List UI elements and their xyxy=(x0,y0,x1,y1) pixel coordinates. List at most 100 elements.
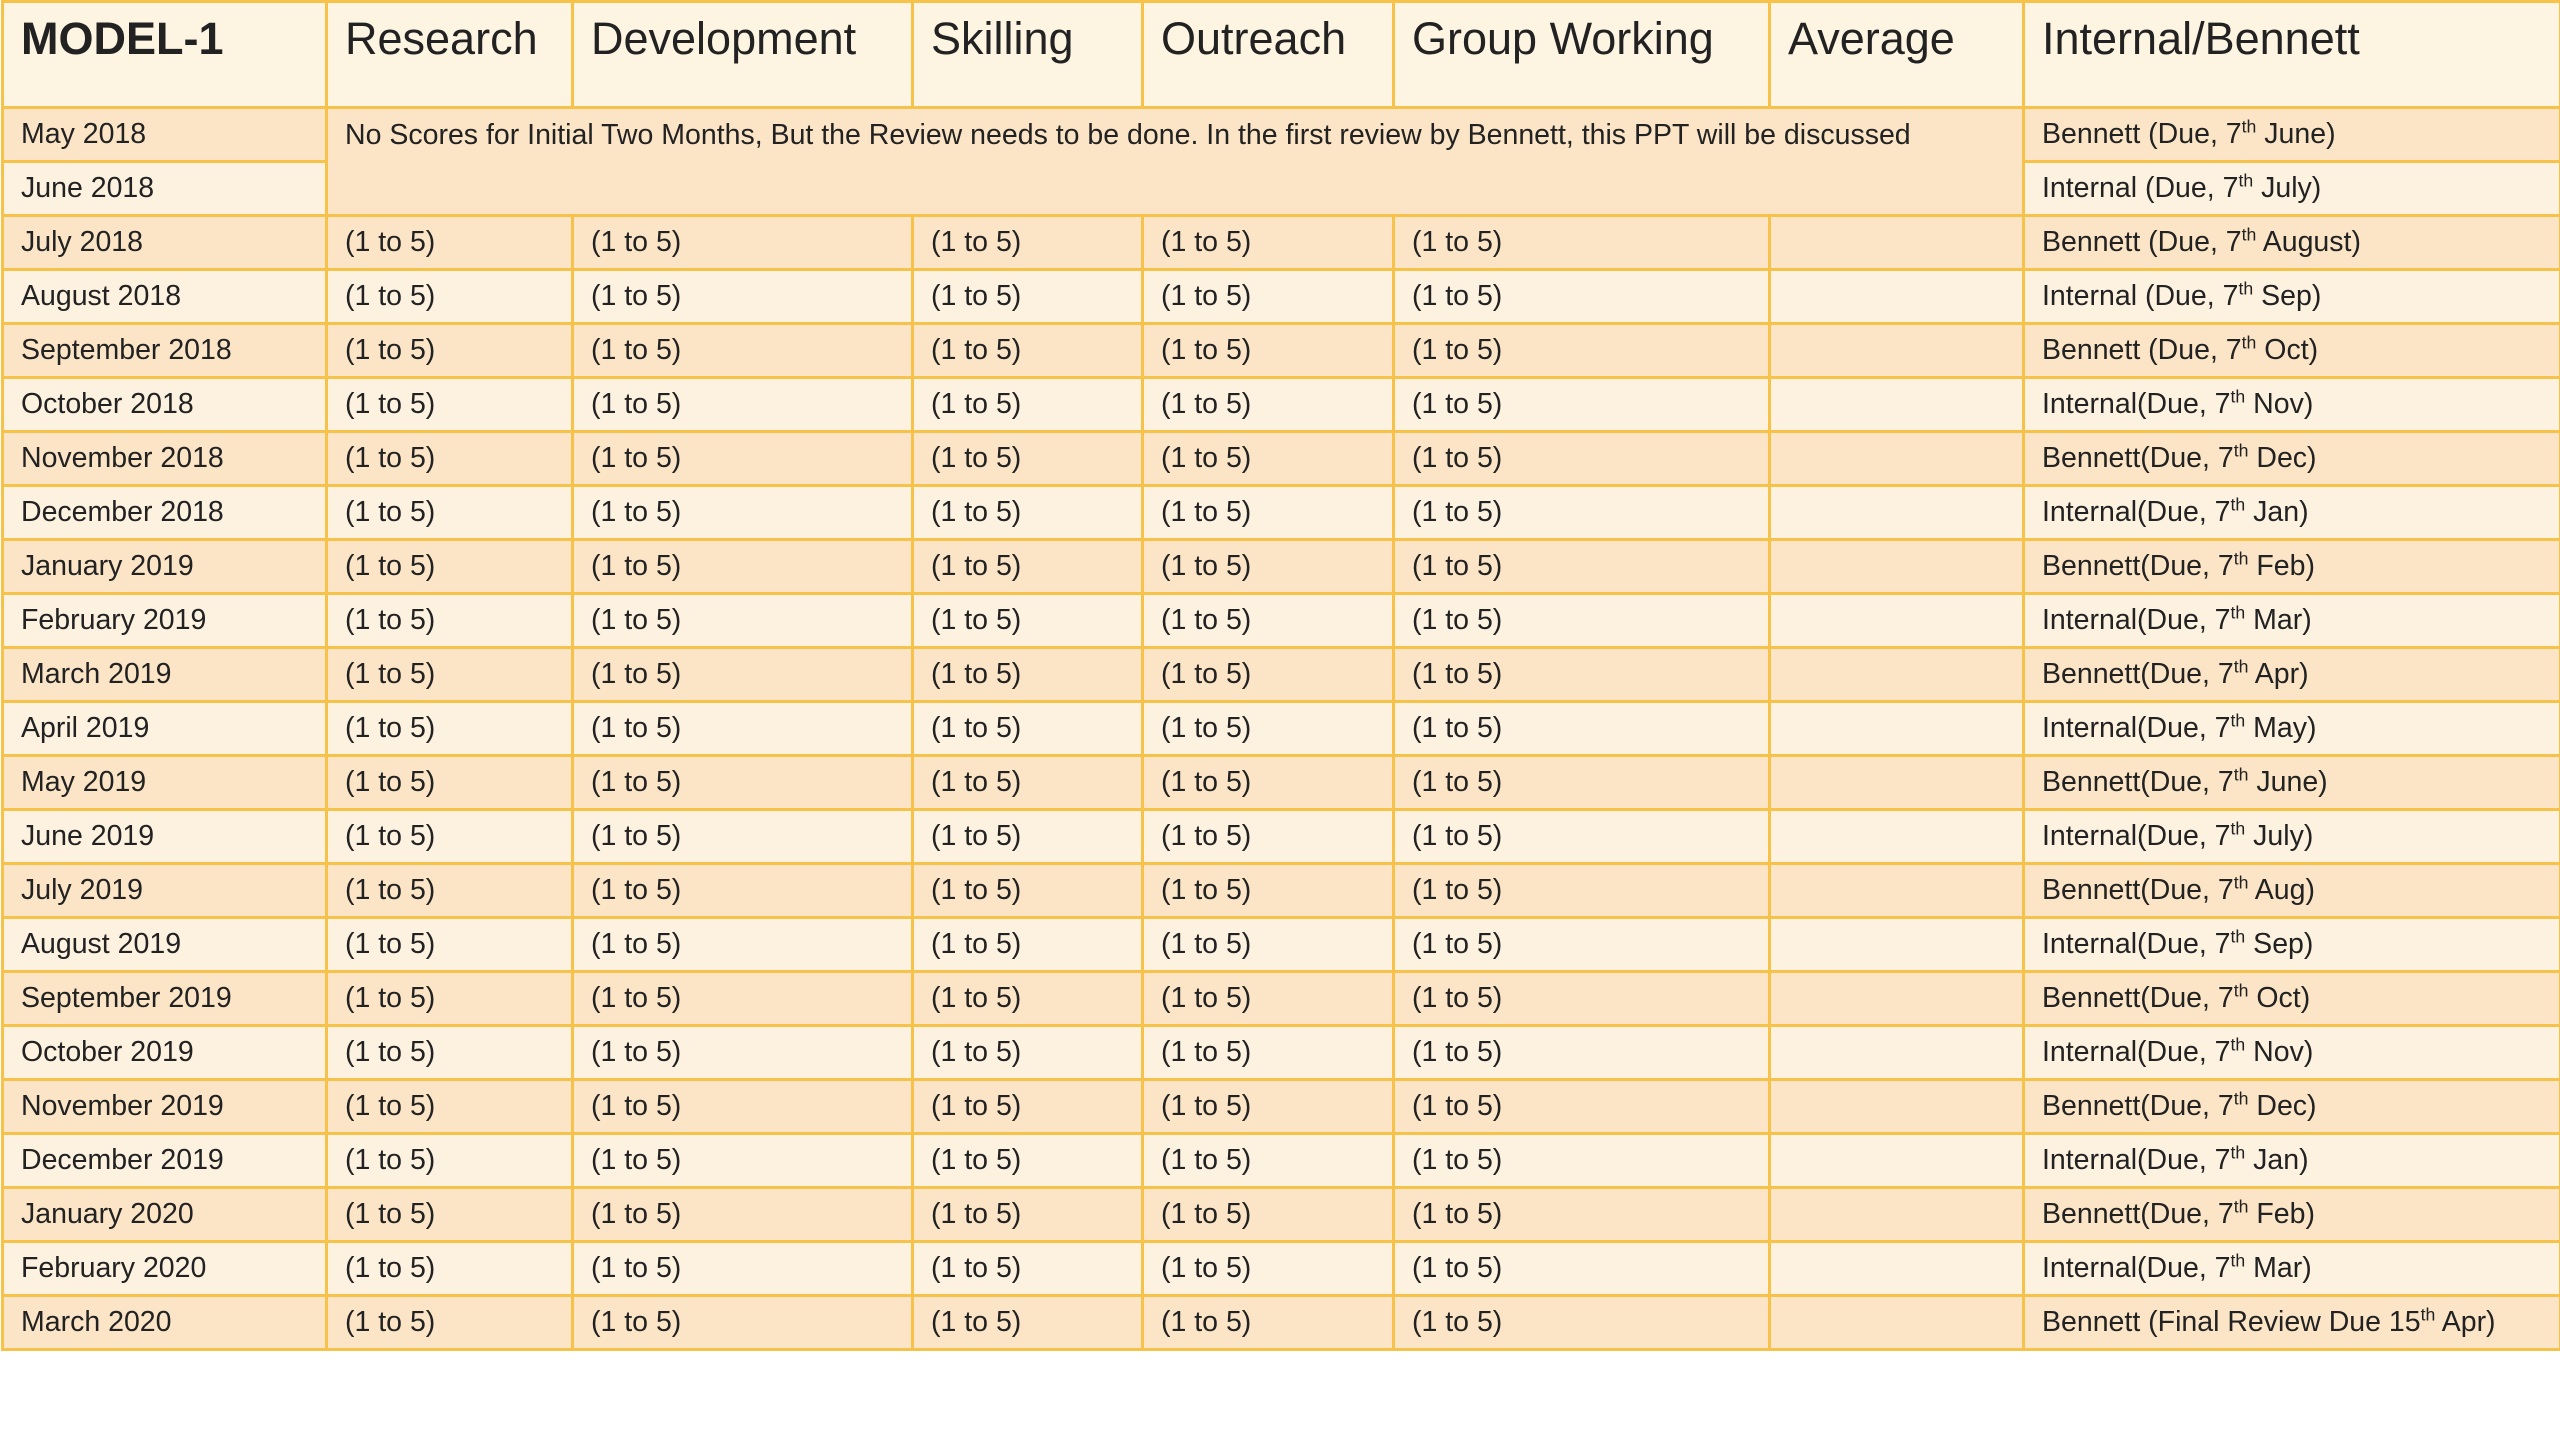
score-cell-group-working: (1 to 5) xyxy=(1392,1294,1771,1351)
score-cell-outreach: (1 to 5) xyxy=(1141,754,1395,811)
month-cell: August 2018 xyxy=(1,268,328,325)
table-row: May 2018 No Scores for Initial Two Months… xyxy=(1,106,2560,217)
table-row: February 2020 (1 to 5) (1 to 5) (1 to 5) (1 … xyxy=(1,1240,2560,1297)
score-cell-outreach: (1 to 5) xyxy=(1141,1294,1395,1351)
average-cell xyxy=(1768,1078,2025,1135)
ordinal-suffix: th xyxy=(2233,656,2249,677)
month-cell: July 2018 xyxy=(1,214,328,271)
score-cell-outreach: (1 to 5) xyxy=(1141,1240,1395,1297)
ordinal-suffix: th xyxy=(2230,602,2246,623)
score-cell-outreach: (1 to 5) xyxy=(1141,646,1395,703)
score-cell-research: (1 to 5) xyxy=(325,1294,574,1351)
score-cell-research: (1 to 5) xyxy=(325,754,574,811)
score-cell-development: (1 to 5) xyxy=(571,970,914,1027)
review-due-cell: Internal(Due, 7th Mar) xyxy=(2022,592,2560,649)
average-cell xyxy=(1768,646,2025,703)
review-due-text: Internal(Due, 7 xyxy=(2042,1036,2231,1068)
ordinal-suffix: th xyxy=(2230,818,2246,839)
month-cell: November 2018 xyxy=(1,430,328,487)
score-cell-group-working: (1 to 5) xyxy=(1392,862,1771,919)
average-cell xyxy=(1768,862,2025,919)
review-due-text: Internal(Due, 7 xyxy=(2042,604,2231,636)
table-row: September 2019 (1 to 5) (1 to 5) (1 to 5) (1… xyxy=(1,970,2560,1027)
score-cell-development: (1 to 5) xyxy=(571,484,914,541)
review-due-month: May) xyxy=(2245,712,2317,744)
review-due-cell: Bennett(Due, 7th Apr) xyxy=(2022,646,2560,703)
score-cell-skilling: (1 to 5) xyxy=(911,214,1144,271)
score-cell-group-working: (1 to 5) xyxy=(1392,214,1771,271)
score-cell-outreach: (1 to 5) xyxy=(1141,214,1395,271)
review-due-month: Nov) xyxy=(2245,1036,2314,1068)
table-row: December 2019 (1 to 5) (1 to 5) (1 to 5) (1 … xyxy=(1,1132,2560,1189)
review-due-month: Oct) xyxy=(2256,334,2319,366)
score-cell-research: (1 to 5) xyxy=(325,1186,574,1243)
score-cell-development: (1 to 5) xyxy=(571,646,914,703)
column-header-outreach: Outreach xyxy=(1141,0,1395,109)
score-cell-group-working: (1 to 5) xyxy=(1392,700,1771,757)
score-cell-development: (1 to 5) xyxy=(571,376,914,433)
table-row: February 2019 (1 to 5) (1 to 5) (1 to 5) (1 … xyxy=(1,592,2560,649)
review-due-month: Sep) xyxy=(2245,928,2314,960)
ordinal-suffix: th xyxy=(2233,872,2249,893)
ordinal-suffix: th xyxy=(2233,1196,2249,1217)
review-due-month: Mar) xyxy=(2245,604,2312,636)
table-row: March 2019 (1 to 5) (1 to 5) (1 to 5) (1 to … xyxy=(1,646,2560,703)
table-row: November 2019 (1 to 5) (1 to 5) (1 to 5) (1 … xyxy=(1,1078,2560,1135)
score-cell-development: (1 to 5) xyxy=(571,1240,914,1297)
review-due-month: June) xyxy=(2248,766,2328,798)
score-cell-skilling: (1 to 5) xyxy=(911,1240,1144,1297)
average-cell xyxy=(1768,1132,2025,1189)
column-header-average: Average xyxy=(1768,0,2025,109)
review-due-text: Bennett (Due, 7 xyxy=(2042,118,2242,150)
table-row: August 2019 (1 to 5) (1 to 5) (1 to 5) (1 to… xyxy=(1,916,2560,973)
score-cell-skilling: (1 to 5) xyxy=(911,1186,1144,1243)
score-cell-skilling: (1 to 5) xyxy=(911,1294,1144,1351)
score-cell-skilling: (1 to 5) xyxy=(911,484,1144,541)
ordinal-suffix: th xyxy=(2241,224,2257,245)
review-due-cell: Internal(Due, 7th Sep) xyxy=(2022,916,2560,973)
score-cell-development: (1 to 5) xyxy=(571,430,914,487)
table-row: June 2019 (1 to 5) (1 to 5) (1 to 5) (1 to 5… xyxy=(1,808,2560,865)
ordinal-suffix: th xyxy=(2238,170,2254,191)
review-due-text: Internal (Due, 7 xyxy=(2042,172,2239,204)
table-row: January 2019 (1 to 5) (1 to 5) (1 to 5) (1 t… xyxy=(1,538,2560,595)
score-cell-development: (1 to 5) xyxy=(571,322,914,379)
score-cell-outreach: (1 to 5) xyxy=(1141,916,1395,973)
ordinal-suffix: th xyxy=(2230,1142,2246,1163)
score-cell-development: (1 to 5) xyxy=(571,1294,914,1351)
score-cell-development: (1 to 5) xyxy=(571,808,914,865)
score-cell-research: (1 to 5) xyxy=(325,1024,574,1081)
review-due-month: Apr) xyxy=(2435,1306,2496,1338)
column-header-skilling: Skilling xyxy=(911,0,1144,109)
review-due-month: Aug) xyxy=(2248,874,2315,906)
month-cell: October 2019 xyxy=(1,1024,328,1081)
table-row: April 2019 (1 to 5) (1 to 5) (1 to 5) (1 to … xyxy=(1,700,2560,757)
review-due-month: Jan) xyxy=(2245,1144,2309,1176)
score-cell-group-working: (1 to 5) xyxy=(1392,376,1771,433)
score-cell-development: (1 to 5) xyxy=(571,592,914,649)
score-cell-development: (1 to 5) xyxy=(571,916,914,973)
score-cell-research: (1 to 5) xyxy=(325,376,574,433)
column-header-group-working: Group Working xyxy=(1392,0,1771,109)
ordinal-suffix: th xyxy=(2230,926,2246,947)
score-cell-research: (1 to 5) xyxy=(325,1078,574,1135)
score-cell-group-working: (1 to 5) xyxy=(1392,1078,1771,1135)
month-cell: May 2019 xyxy=(1,754,328,811)
score-cell-development: (1 to 5) xyxy=(571,538,914,595)
month-cell: September 2019 xyxy=(1,970,328,1027)
table-row: December 2018 (1 to 5) (1 to 5) (1 to 5) (1 … xyxy=(1,484,2560,541)
ordinal-suffix: th xyxy=(2233,440,2249,461)
score-cell-outreach: (1 to 5) xyxy=(1141,862,1395,919)
month-cell: March 2019 xyxy=(1,646,328,703)
score-cell-group-working: (1 to 5) xyxy=(1392,538,1771,595)
ordinal-suffix: th xyxy=(2230,1250,2246,1271)
score-cell-skilling: (1 to 5) xyxy=(911,916,1144,973)
review-due-text: Bennett(Due, 7 xyxy=(2042,982,2234,1014)
table-row: July 2018 (1 to 5) (1 to 5) (1 to 5) (1 to 5… xyxy=(1,214,2560,271)
score-cell-development: (1 to 5) xyxy=(571,1024,914,1081)
score-cell-outreach: (1 to 5) xyxy=(1141,538,1395,595)
average-cell xyxy=(1768,268,2025,325)
review-due-text: Bennett(Due, 7 xyxy=(2042,766,2234,798)
average-cell xyxy=(1768,1240,2025,1297)
score-cell-skilling: (1 to 5) xyxy=(911,322,1144,379)
